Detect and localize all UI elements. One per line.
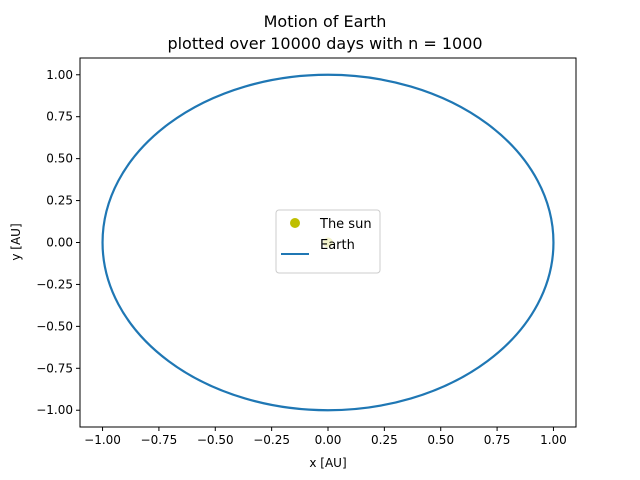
x-tick-label: −1.00 <box>84 433 121 447</box>
y-tick-label: −0.50 <box>36 319 73 333</box>
x-axis: −1.00 −0.75 −0.50 −0.25 0.00 0.25 0.50 0.75 1.00 <box>84 427 567 447</box>
x-tick-label: 1.00 <box>540 433 567 447</box>
x-tick-label: 0.75 <box>484 433 511 447</box>
legend: The sun Earth <box>275 209 381 274</box>
y-tick-label: 1.00 <box>46 68 73 82</box>
chart-subtitle: plotted over 10000 days with n = 1000 <box>167 34 482 53</box>
x-tick-label: −0.75 <box>141 433 178 447</box>
legend-label-sun: The sun <box>319 217 372 232</box>
y-tick-label: −0.75 <box>36 361 73 375</box>
x-tick-label: 0.50 <box>427 433 454 447</box>
y-tick-label: 0.50 <box>46 152 73 166</box>
y-axis-label: y [AU] <box>9 223 23 260</box>
y-tick-label: −1.00 <box>36 403 73 417</box>
x-tick-label: 0.00 <box>315 433 342 447</box>
y-axis: −1.00 −0.75 −0.50 −0.25 0.00 0.25 0.50 0.75 1.00 <box>36 68 80 417</box>
y-tick-label: 0.75 <box>46 110 73 124</box>
legend-box <box>275 209 381 274</box>
x-tick-label: −0.50 <box>197 433 234 447</box>
legend-sun-marker <box>290 218 300 228</box>
chart-title: Motion of Earth <box>264 12 387 31</box>
y-tick-label: 0.25 <box>46 194 73 208</box>
y-tick-label: 0.00 <box>46 236 73 250</box>
y-tick-label: −0.25 <box>36 277 73 291</box>
legend-label-earth: Earth <box>320 238 355 253</box>
x-tick-label: −0.25 <box>253 433 290 447</box>
x-axis-label: x [AU] <box>309 456 346 470</box>
earth-orbit-line <box>101 73 555 412</box>
x-tick-label: 0.25 <box>371 433 398 447</box>
